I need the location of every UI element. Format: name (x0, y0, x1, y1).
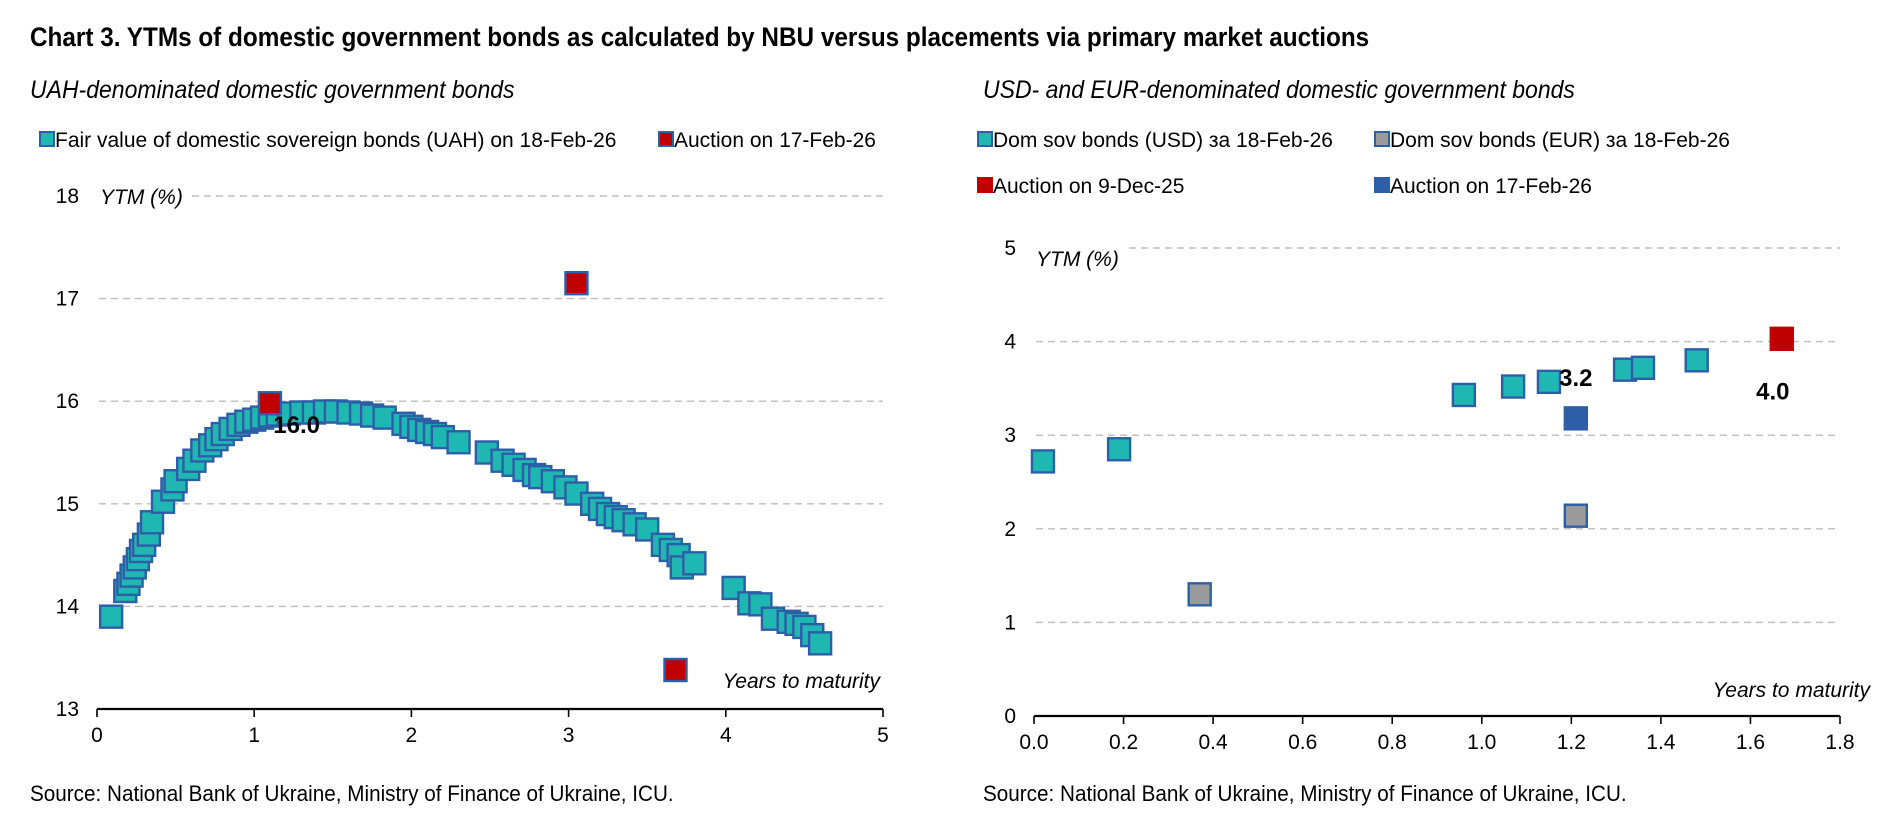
right-chart-subtitle: USD- and EUR-denominated domestic govern… (983, 76, 1575, 104)
legend-swatch (977, 177, 993, 193)
data-point (1106, 437, 1132, 462)
data-point (807, 631, 833, 656)
y-tick-label: 3 (1004, 424, 1016, 447)
x-tick-label: 0.0 (1019, 731, 1048, 754)
y-tick-label: 17 (56, 288, 79, 311)
data-point (1187, 582, 1212, 607)
legend-swatch (658, 131, 674, 147)
data-point (1030, 449, 1056, 474)
data-point (257, 391, 283, 416)
data-point (1630, 355, 1656, 381)
data-point (682, 551, 707, 576)
legend-label: Fair value of domestic sovereign bonds (… (55, 129, 616, 152)
y-tick-label: 14 (56, 595, 80, 618)
y-tick-label: 4 (1004, 331, 1016, 354)
data-point (1684, 348, 1709, 373)
left-source-note: Source: National Bank of Ukraine, Minist… (30, 781, 674, 806)
fx-bonds-scatter-chart: 0 1 2 3 4 5 0.0 0.2 0.4 0.6 0.8 1.0 1.2 1.4 1.6 1.8 YTM … (977, 129, 1871, 754)
x-tick-label: 0.2 (1109, 731, 1138, 754)
y-tick-label: 15 (56, 493, 79, 516)
series-0-points (1030, 348, 1709, 474)
data-point (663, 657, 688, 683)
right-source-note: Source: National Bank of Ukraine, Minist… (983, 781, 1627, 806)
data-label: 3.2 (1559, 365, 1592, 392)
data-point (564, 271, 589, 296)
left-chart-subtitle: UAH-denominated domestic government bond… (30, 76, 515, 104)
series-0-points (98, 399, 833, 656)
x-tick-label: 4 (720, 724, 732, 747)
x-tick-label: 1.0 (1467, 731, 1496, 754)
legend-swatch (39, 131, 55, 147)
data-label: 16.0 (273, 412, 320, 439)
series-3-points (1563, 406, 1589, 431)
legend-label: Auction on 17-Feb-26 (674, 129, 876, 152)
series-1-points (1187, 503, 1589, 607)
x-tick-label: 3 (563, 724, 575, 747)
x-tick-label: 1.4 (1646, 731, 1676, 754)
y-tick-label: 13 (56, 698, 79, 721)
x-tick-label: 0 (91, 724, 103, 747)
y-tick-label: 0 (1004, 705, 1016, 728)
y-tick-label: 2 (1004, 518, 1016, 541)
x-tick-label: 1.8 (1825, 731, 1854, 754)
series-2-points (1769, 326, 1794, 351)
x-tick-label: 0.4 (1199, 731, 1229, 754)
data-point (98, 604, 124, 629)
legend-label: Auction on 17-Feb-26 (1390, 175, 1592, 198)
y-axis-label: YTM (%) (100, 186, 183, 209)
x-tick-label: 5 (877, 724, 889, 747)
y-axis-label: YTM (%) (1036, 248, 1119, 271)
x-tick-label: 1.6 (1736, 731, 1765, 754)
data-point (1563, 406, 1589, 431)
y-tick-label: 18 (56, 185, 79, 208)
y-tick-label: 1 (1004, 611, 1016, 634)
data-point (1451, 382, 1477, 408)
data-point (446, 430, 471, 455)
x-axis-label: Years to maturity (1712, 679, 1871, 702)
data-point (1500, 374, 1526, 399)
data-point (139, 510, 165, 535)
y-tick-label: 16 (56, 390, 79, 413)
x-tick-label: 2 (406, 724, 418, 747)
legend-label: Dom sov bonds (EUR) за 18-Feb-26 (1390, 129, 1730, 152)
y-tick-label: 5 (1004, 237, 1016, 260)
legend-swatch (1374, 131, 1390, 147)
data-label: 4.0 (1756, 378, 1789, 405)
data-point (1536, 369, 1562, 395)
chart-title: Chart 3. YTMs of domestic government bon… (30, 22, 1370, 52)
legend-swatch (977, 131, 993, 147)
legend-label: Dom sov bonds (USD) за 18-Feb-26 (993, 129, 1333, 152)
series-1-points (257, 271, 688, 683)
data-point (1769, 326, 1794, 351)
x-tick-label: 0.6 (1288, 731, 1317, 754)
x-tick-label: 0.8 (1378, 731, 1407, 754)
legend-swatch (1374, 177, 1390, 193)
uah-bonds-scatter-chart: 13 14 15 16 17 18 0 1 2 3 4 5 YTM (%) Years to maturi… (39, 129, 889, 747)
x-tick-label: 1.2 (1557, 731, 1586, 754)
x-axis-label: Years to maturity (722, 670, 881, 693)
legend-label: Auction on 9-Dec-25 (993, 175, 1184, 198)
x-tick-label: 1 (248, 724, 260, 747)
data-point (1563, 503, 1589, 528)
